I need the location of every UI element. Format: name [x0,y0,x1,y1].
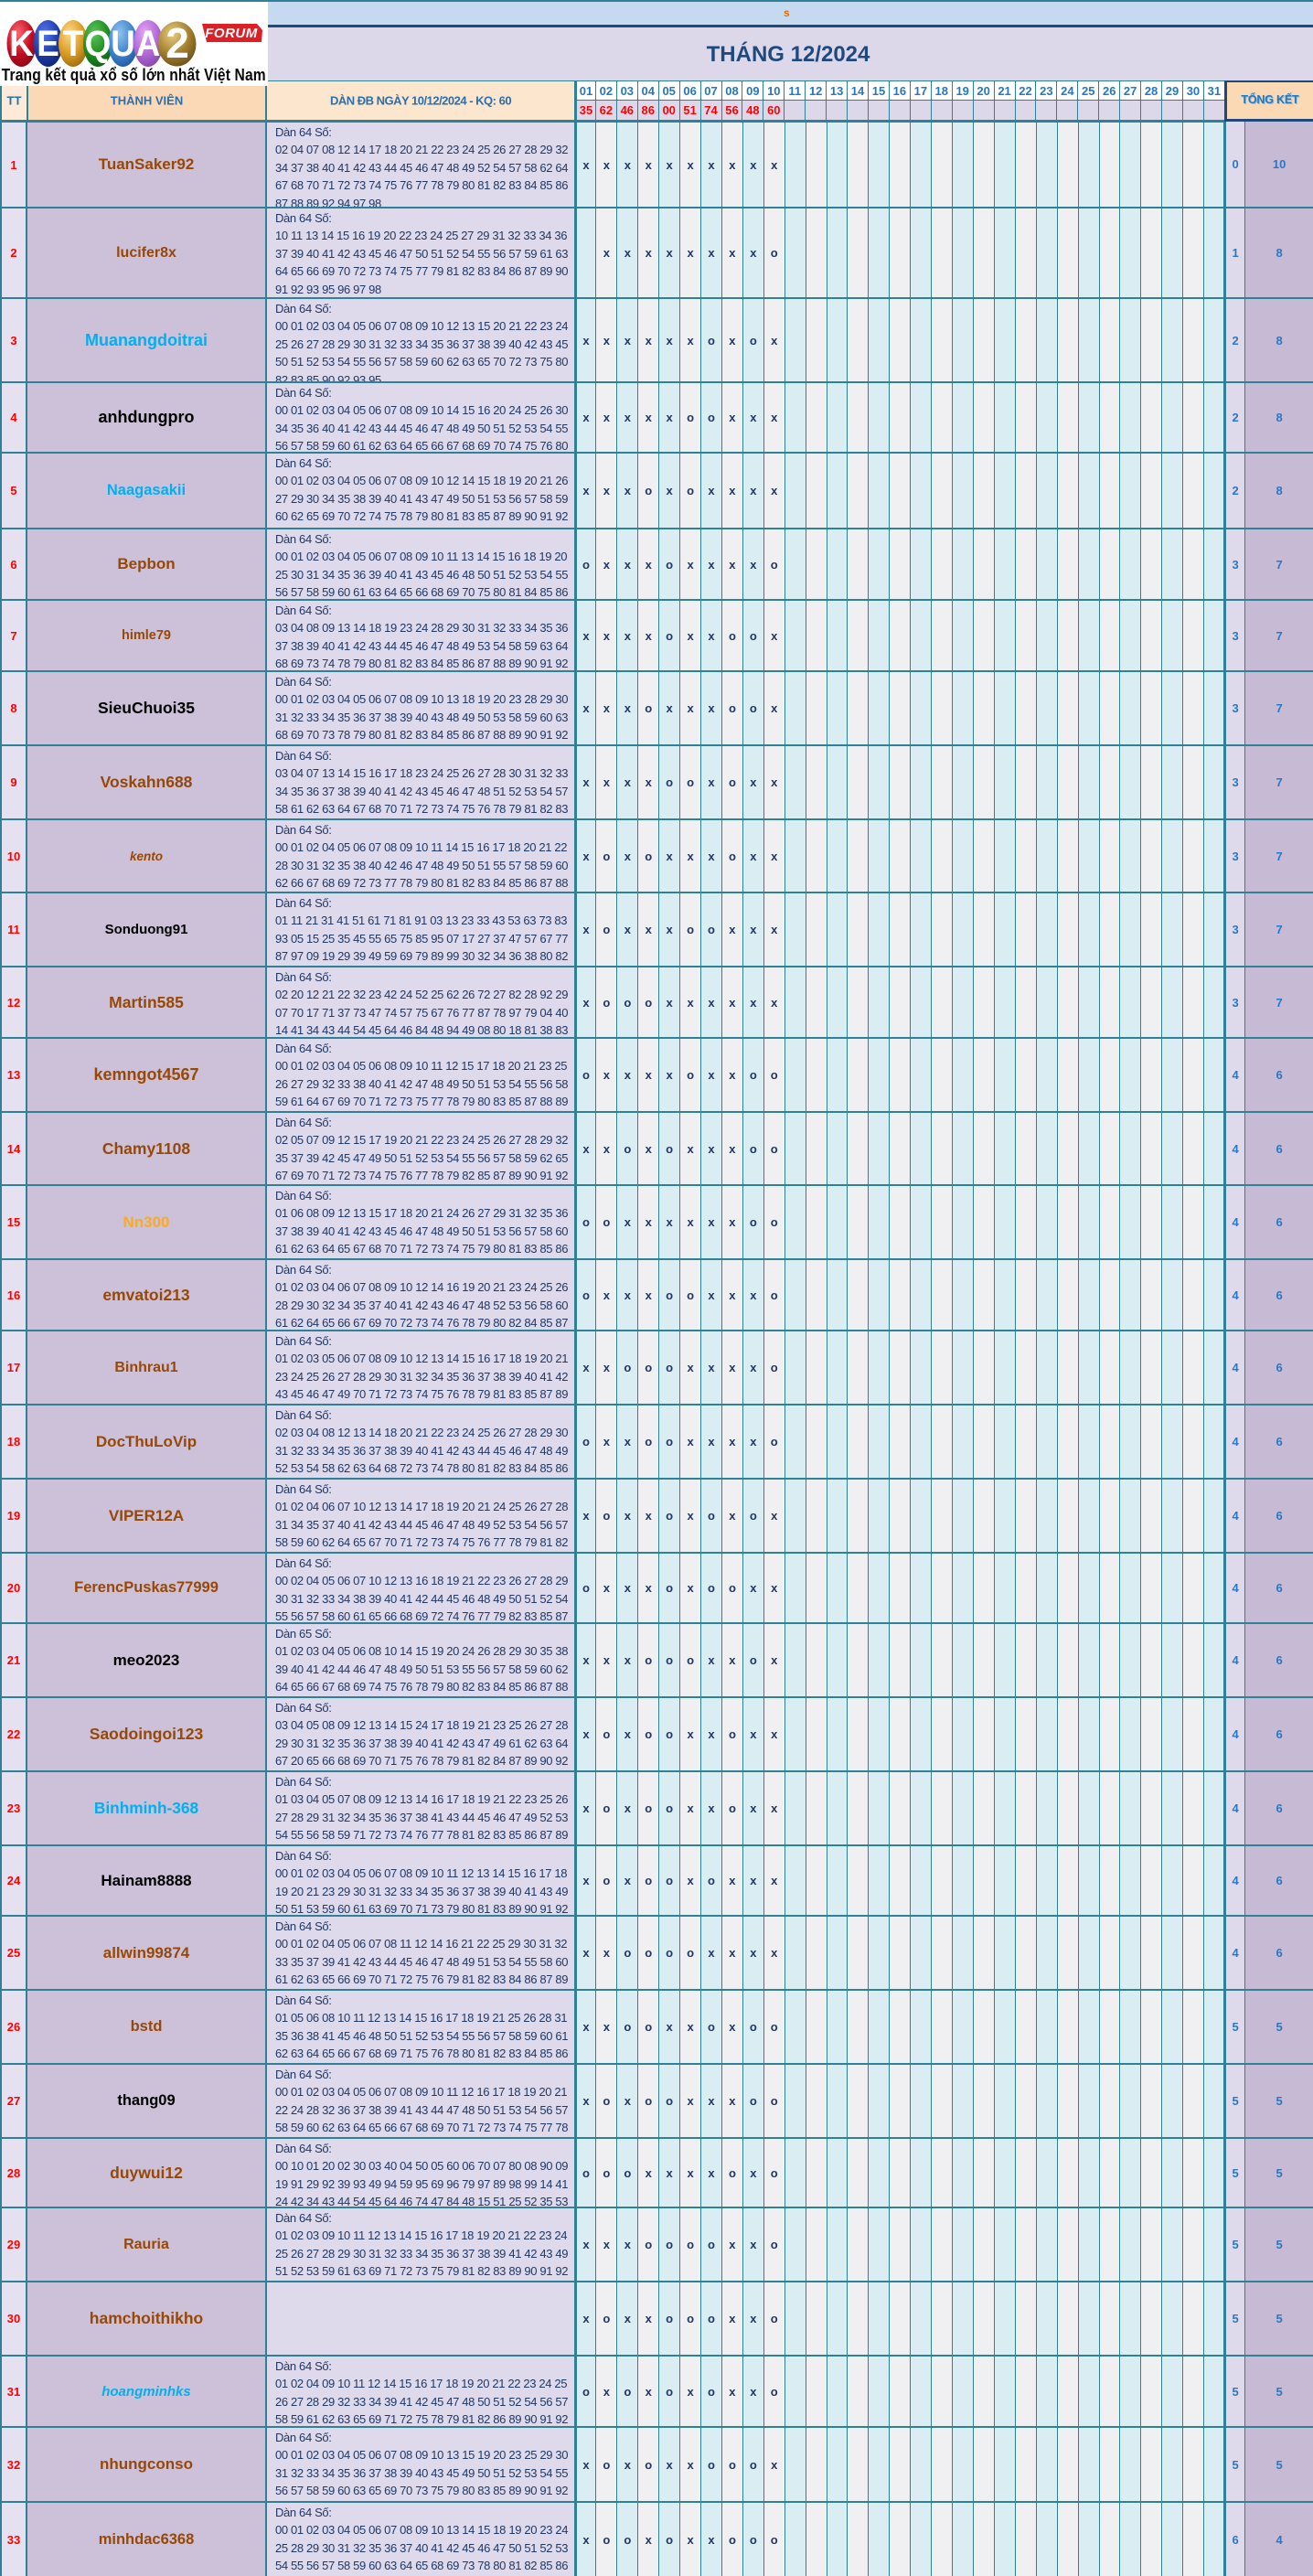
svg-text:K: K [9,24,34,65]
svg-text:Q: Q [85,24,112,65]
svg-text:A: A [136,24,161,65]
svg-text:FORUM: FORUM [205,26,258,41]
svg-text:U: U [111,24,135,65]
svg-text:Trang kết quả xổ số lớn nhất V: Trang kết quả xổ số lớn nhất Việt Nam [2,66,266,85]
svg-text:2: 2 [165,19,189,67]
svg-text:E: E [37,24,59,65]
svg-text:T: T [63,24,84,65]
